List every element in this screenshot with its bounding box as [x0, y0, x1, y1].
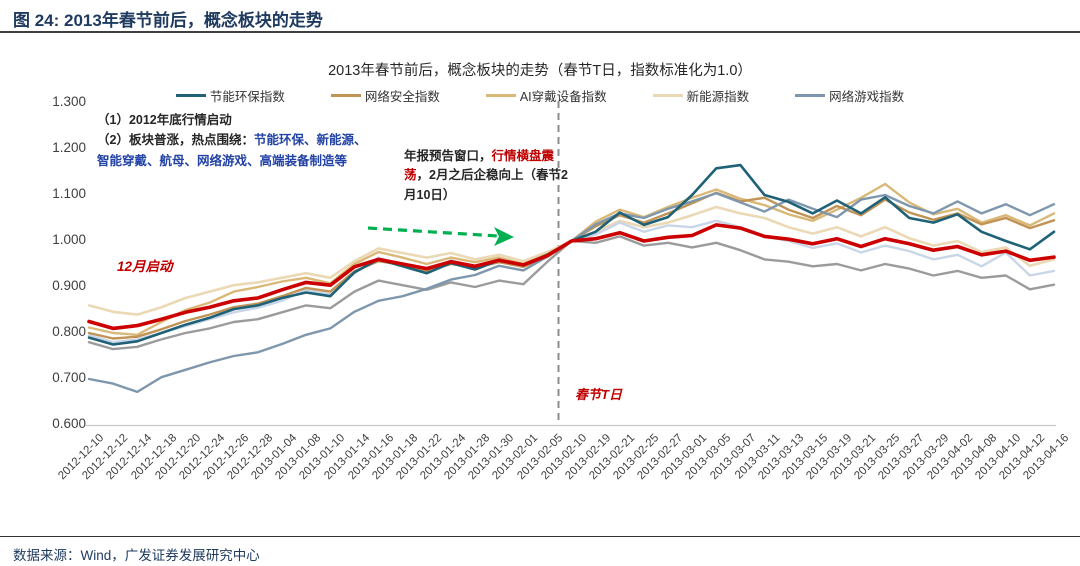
series-line-gray-unlabeled — [87, 235, 1056, 351]
y-axis-tick-label: 1.300 — [52, 94, 86, 109]
series-line-network-security — [87, 191, 1056, 340]
y-axis-tick-label: 0.600 — [52, 416, 86, 431]
series-line-ai-wearable — [87, 182, 1056, 336]
trend-arrow-head-icon — [494, 227, 514, 246]
y-axis-tick-label: 1.100 — [52, 186, 86, 201]
legend-item-online-games: 网络游戏指数 — [795, 86, 904, 105]
legend-swatch-icon — [795, 94, 826, 97]
legend-item-ai-wearable: AI穿戴设备指数 — [485, 86, 607, 105]
y-axis-tick-label: 0.800 — [52, 324, 86, 339]
figure-title: 图 24: 2013年春节前后，概念板块的走势 — [13, 11, 323, 30]
legend-item-network-security: 网络安全指数 — [330, 86, 440, 105]
annotation-december-rally: （1）2012年底行情启动 （2）板块普涨，热点围绕：节能环保、新能源、智能穿戴… — [97, 110, 369, 171]
legend-item-new-energy: 新能源指数 — [652, 86, 750, 105]
y-axis-tick-label: 1.200 — [52, 140, 86, 155]
series-line-online-games — [87, 191, 1056, 394]
legend-label: 网络安全指数 — [364, 90, 440, 104]
series-line-light-blue-unlabeled — [87, 219, 1056, 344]
legend-swatch-icon — [485, 94, 516, 97]
legend-swatch-icon — [330, 94, 361, 97]
y-axis-tick-label: 0.700 — [52, 370, 86, 385]
y-axis-tick-label: 1.000 — [52, 232, 86, 247]
title-divider — [0, 31, 1080, 33]
annotation-earnings-window: 年报预告窗口，行情横盘震荡，2月之后企稳向上（春节2月10日） — [404, 147, 576, 205]
annotation-text: （2）板块普涨，热点围绕： — [97, 133, 254, 148]
annotation-highlight-sideways: 行情横盘震荡 — [404, 149, 555, 183]
spring-festival-t-day-label: 春节T日 — [575, 387, 622, 402]
legend-label: 网络游戏指数 — [829, 90, 905, 104]
series-line-new-energy — [87, 205, 1056, 316]
y-axis-tick-label: 0.900 — [52, 278, 86, 293]
annotation-text: （1）2012年底行情启动 — [97, 113, 232, 127]
legend-swatch-icon — [175, 94, 206, 97]
data-source: 数据来源：Wind，广发证券发展研究中心 — [13, 548, 260, 563]
annotation-text: 年报预告窗口， — [404, 149, 492, 163]
legend-label: 节能环保指数 — [209, 90, 285, 104]
trend-arrow-line — [367, 226, 499, 238]
legend-item-energy-saving-env: 节能环保指数 — [175, 86, 285, 105]
footer-divider — [0, 536, 1080, 537]
chart-legend: 节能环保指数 网络安全指数 AI穿戴设备指数 新能源指数 网络游戏指数 — [0, 86, 1080, 105]
chart-title: 2013年春节前后，概念板块的走势（春节T日，指数标准化为1.0） — [328, 63, 752, 79]
legend-swatch-icon — [652, 94, 683, 97]
annotation-highlight-sectors: 节能环保、新能源、智能穿戴、航母、网络游戏、高端装备制造等 — [97, 133, 367, 168]
legend-label: AI穿戴设备指数 — [519, 90, 607, 104]
december-start-label: 12月启动 — [117, 259, 173, 274]
legend-label: 新能源指数 — [686, 90, 750, 104]
series-line-red-benchmark-unlabeled — [87, 223, 1056, 331]
annotation-text: ，2月之后企稳向上（春节2月10日） — [404, 168, 568, 202]
